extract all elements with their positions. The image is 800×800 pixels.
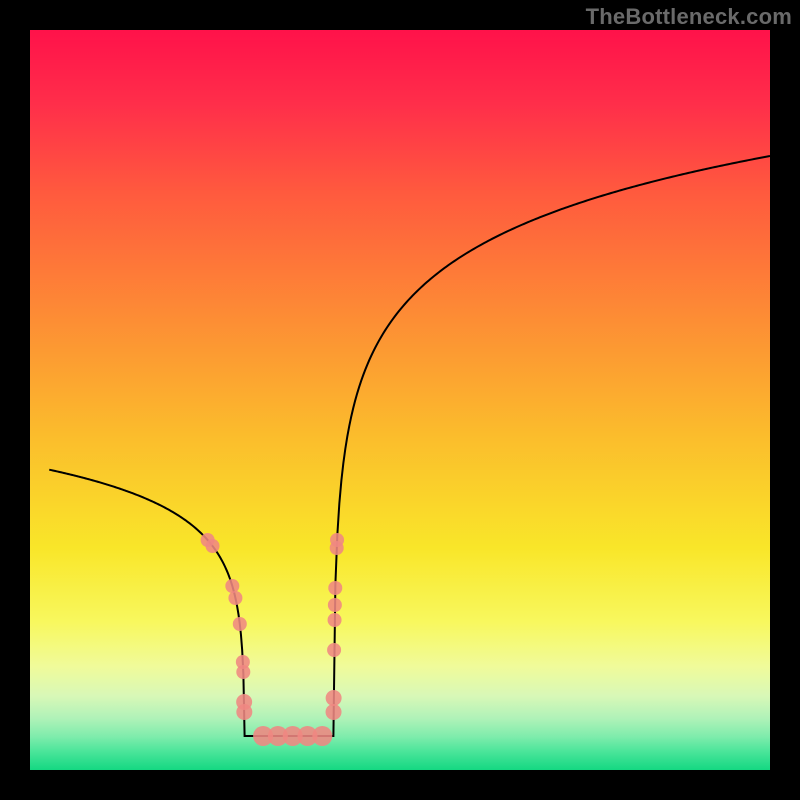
data-point xyxy=(330,533,344,547)
data-point xyxy=(233,617,247,631)
data-point xyxy=(236,704,252,720)
data-point xyxy=(228,591,242,605)
data-point xyxy=(312,726,332,746)
bottleneck-chart xyxy=(0,0,800,800)
data-point xyxy=(326,690,342,706)
data-point xyxy=(327,643,341,657)
data-point xyxy=(328,613,342,627)
data-point xyxy=(328,581,342,595)
data-point xyxy=(326,704,342,720)
data-point xyxy=(328,598,342,612)
data-point xyxy=(236,665,250,679)
data-point xyxy=(225,579,239,593)
watermark-text: TheBottleneck.com xyxy=(586,4,792,30)
chart-frame xyxy=(0,0,800,800)
data-point xyxy=(206,539,220,553)
